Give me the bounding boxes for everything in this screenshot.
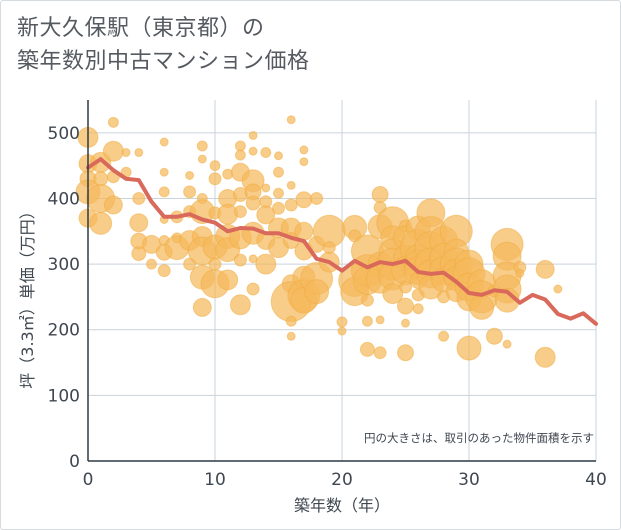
bubble-point	[502, 339, 512, 349]
y-tick-label: 0	[69, 452, 80, 472]
bubble-point	[158, 186, 170, 198]
bubble-point	[260, 147, 272, 159]
bubble-point	[132, 191, 146, 205]
bubble-point	[456, 335, 482, 361]
bubble-point	[233, 253, 247, 267]
bubble-point	[399, 280, 412, 294]
bubble-point	[103, 195, 123, 215]
bubble-point	[192, 297, 212, 317]
bubble-point	[272, 201, 285, 215]
bubble-point	[196, 140, 208, 152]
bubble-point	[286, 180, 296, 190]
bubble-point	[373, 346, 387, 360]
bubble-point	[382, 283, 404, 305]
tick-labels: 0 100 200 300 400 500 0 10 20 30 40	[48, 124, 607, 490]
bubble-point	[248, 130, 258, 140]
bubble-point	[285, 315, 297, 327]
bubble-point	[246, 282, 260, 296]
bubble-point	[261, 183, 271, 193]
x-tick-label: 20	[331, 470, 353, 490]
bubble-point	[397, 344, 414, 362]
bubble-point	[273, 187, 284, 199]
bubble-point	[336, 316, 348, 328]
bubble-point	[295, 191, 313, 209]
bubble-point	[121, 148, 131, 158]
bubble-point	[485, 327, 503, 345]
bubble-point	[256, 205, 276, 225]
bubble-point	[159, 137, 169, 147]
chart-title: 新大久保駅（東京都）の 築年数別中古マンション価格	[17, 12, 310, 78]
bubble-point	[361, 315, 373, 327]
bubble-series	[75, 115, 563, 368]
bubble-point	[310, 191, 324, 205]
bubble-point	[401, 318, 410, 328]
bubble-point	[273, 166, 284, 178]
bubble-point	[197, 154, 207, 164]
bubble-point	[93, 171, 109, 187]
bubble-point	[534, 346, 556, 368]
bubble-point	[299, 145, 309, 155]
bubble-point	[299, 157, 309, 167]
x-tick-label: 0	[83, 470, 94, 490]
bubble-point	[535, 259, 555, 279]
bubble-point	[146, 258, 157, 270]
bubble-point	[286, 115, 296, 125]
bubble-point	[134, 148, 144, 158]
bubble-point	[89, 211, 113, 235]
y-tick-label: 100	[48, 386, 80, 406]
bubble-point	[234, 140, 246, 152]
x-tick-label: 40	[585, 470, 607, 490]
chart-title-line-2: 築年数別中古マンション価格	[17, 49, 310, 74]
bubble-point	[274, 151, 283, 161]
x-tick-label: 10	[204, 470, 226, 490]
bubble-point	[233, 205, 247, 219]
trend-line-group	[86, 157, 598, 326]
bubble-point	[286, 331, 296, 341]
bubble-point	[255, 253, 277, 275]
bubble-point	[102, 140, 124, 162]
bubble-point	[337, 326, 347, 336]
bubble-point	[360, 293, 374, 307]
bubble-point	[397, 297, 414, 315]
chart-title-line-1: 新大久保駅（東京都）の	[17, 16, 265, 41]
bubble-point	[183, 185, 197, 199]
bubble-point	[284, 198, 298, 212]
y-tick-label: 200	[48, 321, 80, 341]
x-tick-label: 30	[458, 470, 480, 490]
bubble-point	[412, 303, 424, 315]
bubble-point	[208, 172, 222, 186]
axes	[87, 100, 596, 462]
bubble-point	[209, 160, 221, 172]
y-tick-label: 300	[48, 255, 80, 275]
bubble-point	[248, 146, 258, 156]
bubble-point	[107, 116, 119, 128]
y-tick-label: 500	[48, 124, 80, 144]
bubble-point	[245, 195, 261, 211]
bubble-point	[515, 268, 525, 278]
bubble-point	[208, 257, 222, 271]
bubble-point	[553, 284, 563, 294]
bubble-point	[469, 294, 495, 320]
bubble-point	[129, 213, 149, 233]
bubble-point	[159, 167, 169, 177]
bubble-point	[371, 186, 389, 204]
size-legend-note: 円の大きさは、取引のあった物件面積を示す	[364, 431, 594, 445]
bubble-point	[375, 315, 385, 325]
y-axis-label: 坪（3.3㎡）単価（万円）	[18, 203, 37, 388]
bubble-point	[234, 149, 246, 161]
trend-line	[86, 157, 598, 326]
bubble-point	[304, 279, 330, 305]
bubble-point	[217, 269, 239, 291]
bubble-point	[185, 170, 195, 180]
bubble-point	[131, 246, 147, 262]
bubble-point	[229, 294, 251, 316]
x-axis-label: 築年数（年）	[294, 496, 390, 515]
bubble-point	[157, 264, 171, 278]
bubble-point	[359, 341, 375, 357]
bubble-point	[438, 330, 450, 342]
y-tick-label: 400	[48, 189, 80, 209]
